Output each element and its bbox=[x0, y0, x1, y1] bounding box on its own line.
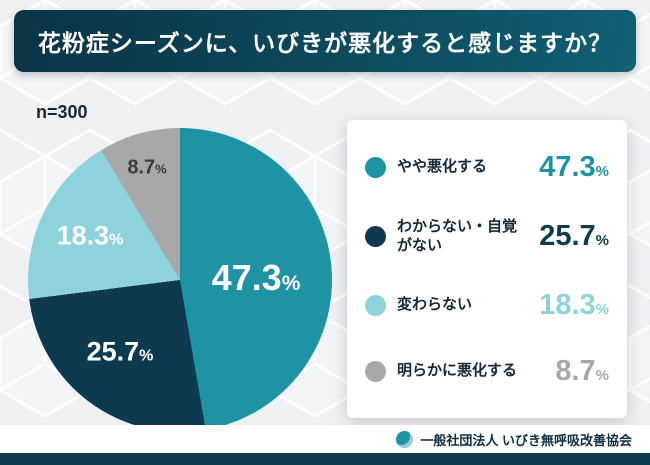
pie-chart bbox=[28, 128, 332, 432]
sample-size-label: n=300 bbox=[36, 102, 88, 122]
pie-segment-label-2: 25.7% bbox=[87, 337, 154, 368]
pie-segment-value-2: 25.7 bbox=[86, 336, 140, 367]
association-logo-icon bbox=[396, 430, 414, 448]
pie-segment-unit-4: % bbox=[155, 161, 167, 177]
pie-segment-value-1: 47.3 bbox=[211, 257, 282, 298]
legend-color-dot-3 bbox=[365, 294, 386, 316]
legend-item-3: 変わらない 18.3% bbox=[365, 289, 609, 322]
pie-segment-unit-2: % bbox=[139, 347, 154, 365]
legend-item-1: やや悪化する 47.3% bbox=[365, 151, 609, 184]
organization-name: 一般社団法人 いびき無呼吸改善協会 bbox=[420, 432, 632, 448]
legend-color-dot-1 bbox=[365, 156, 386, 178]
legend-color-dot-2 bbox=[365, 225, 386, 247]
bottom-accent-bar bbox=[0, 453, 650, 465]
pie-chart-container: 47.3% 25.7% 18.3% 8.7% bbox=[28, 128, 332, 432]
legend-label-4: 明らかに悪化する bbox=[397, 362, 518, 380]
legend-item-2: わからない・自覚がない 25.7% bbox=[365, 217, 609, 256]
legend-label-1: やや悪化する bbox=[397, 158, 488, 176]
pie-segment-label-1: 47.3% bbox=[212, 257, 301, 299]
page-title: 花粉症シーズンに、いびきが悪化すると感じますか？ bbox=[37, 30, 613, 56]
legend-value-3: 18.3% bbox=[539, 288, 609, 321]
pie-segment-value-3: 18.3 bbox=[56, 220, 110, 251]
title-banner: 花粉症シーズンに、いびきが悪化すると感じますか？ bbox=[14, 10, 636, 72]
legend-card: やや悪化する 47.3% わからない・自覚がない 25.7% 変わらない 18.… bbox=[347, 120, 627, 418]
legend-value-2: 25.7% bbox=[539, 219, 609, 252]
legend-item-4: 明らかに悪化する 8.7% bbox=[365, 355, 609, 388]
legend-color-dot-4 bbox=[365, 360, 386, 382]
legend-value-4: 8.7% bbox=[555, 354, 609, 387]
legend-value-1: 47.3% bbox=[539, 150, 609, 183]
pie-segment-value-4: 8.7 bbox=[127, 156, 156, 179]
pie-segment-label-4: 8.7% bbox=[127, 157, 166, 180]
pie-segment-unit-1: % bbox=[281, 272, 301, 295]
footer: 一般社団法人 いびき無呼吸改善協会 bbox=[0, 425, 650, 453]
legend-label-3: 変わらない bbox=[397, 296, 473, 314]
legend-label-2: わからない・自覚がない bbox=[397, 217, 518, 255]
pie-segment-label-3: 18.3% bbox=[57, 221, 124, 252]
pie-segment-unit-3: % bbox=[109, 231, 124, 249]
